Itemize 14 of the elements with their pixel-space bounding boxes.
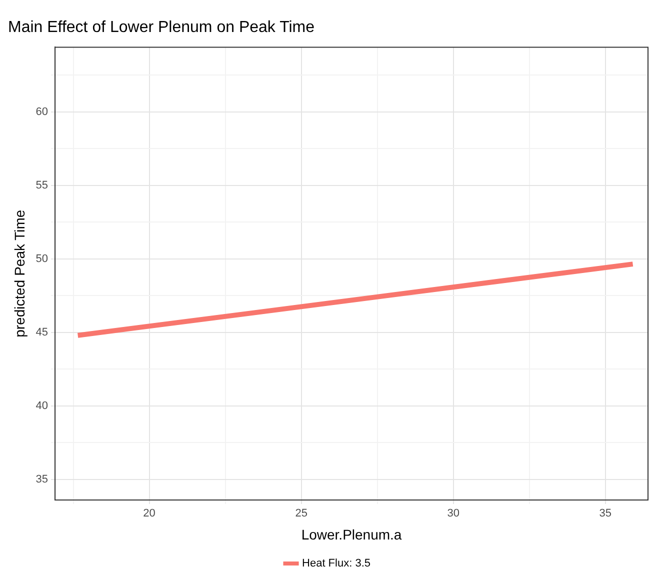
- y-tick-label: 60: [36, 106, 48, 118]
- x-tick-label: 35: [599, 508, 612, 520]
- y-tick-label: 40: [36, 400, 48, 412]
- x-tick-label: 20: [143, 508, 156, 520]
- y-tick-label: 55: [36, 179, 48, 192]
- legend-label: Heat Flux: 3.5: [302, 558, 370, 570]
- x-axis-title: Lower.Plenum.a: [301, 526, 402, 542]
- y-axis-title: predicted Peak Time: [11, 210, 28, 338]
- y-tick-label: 45: [36, 326, 48, 338]
- chart-title: Main Effect of Lower Plenum on Peak Time: [8, 19, 315, 36]
- x-tick-label: 30: [447, 508, 460, 520]
- x-tick-label: 25: [295, 508, 308, 520]
- y-tick-label: 35: [36, 473, 48, 486]
- y-tick-label: 50: [36, 252, 48, 265]
